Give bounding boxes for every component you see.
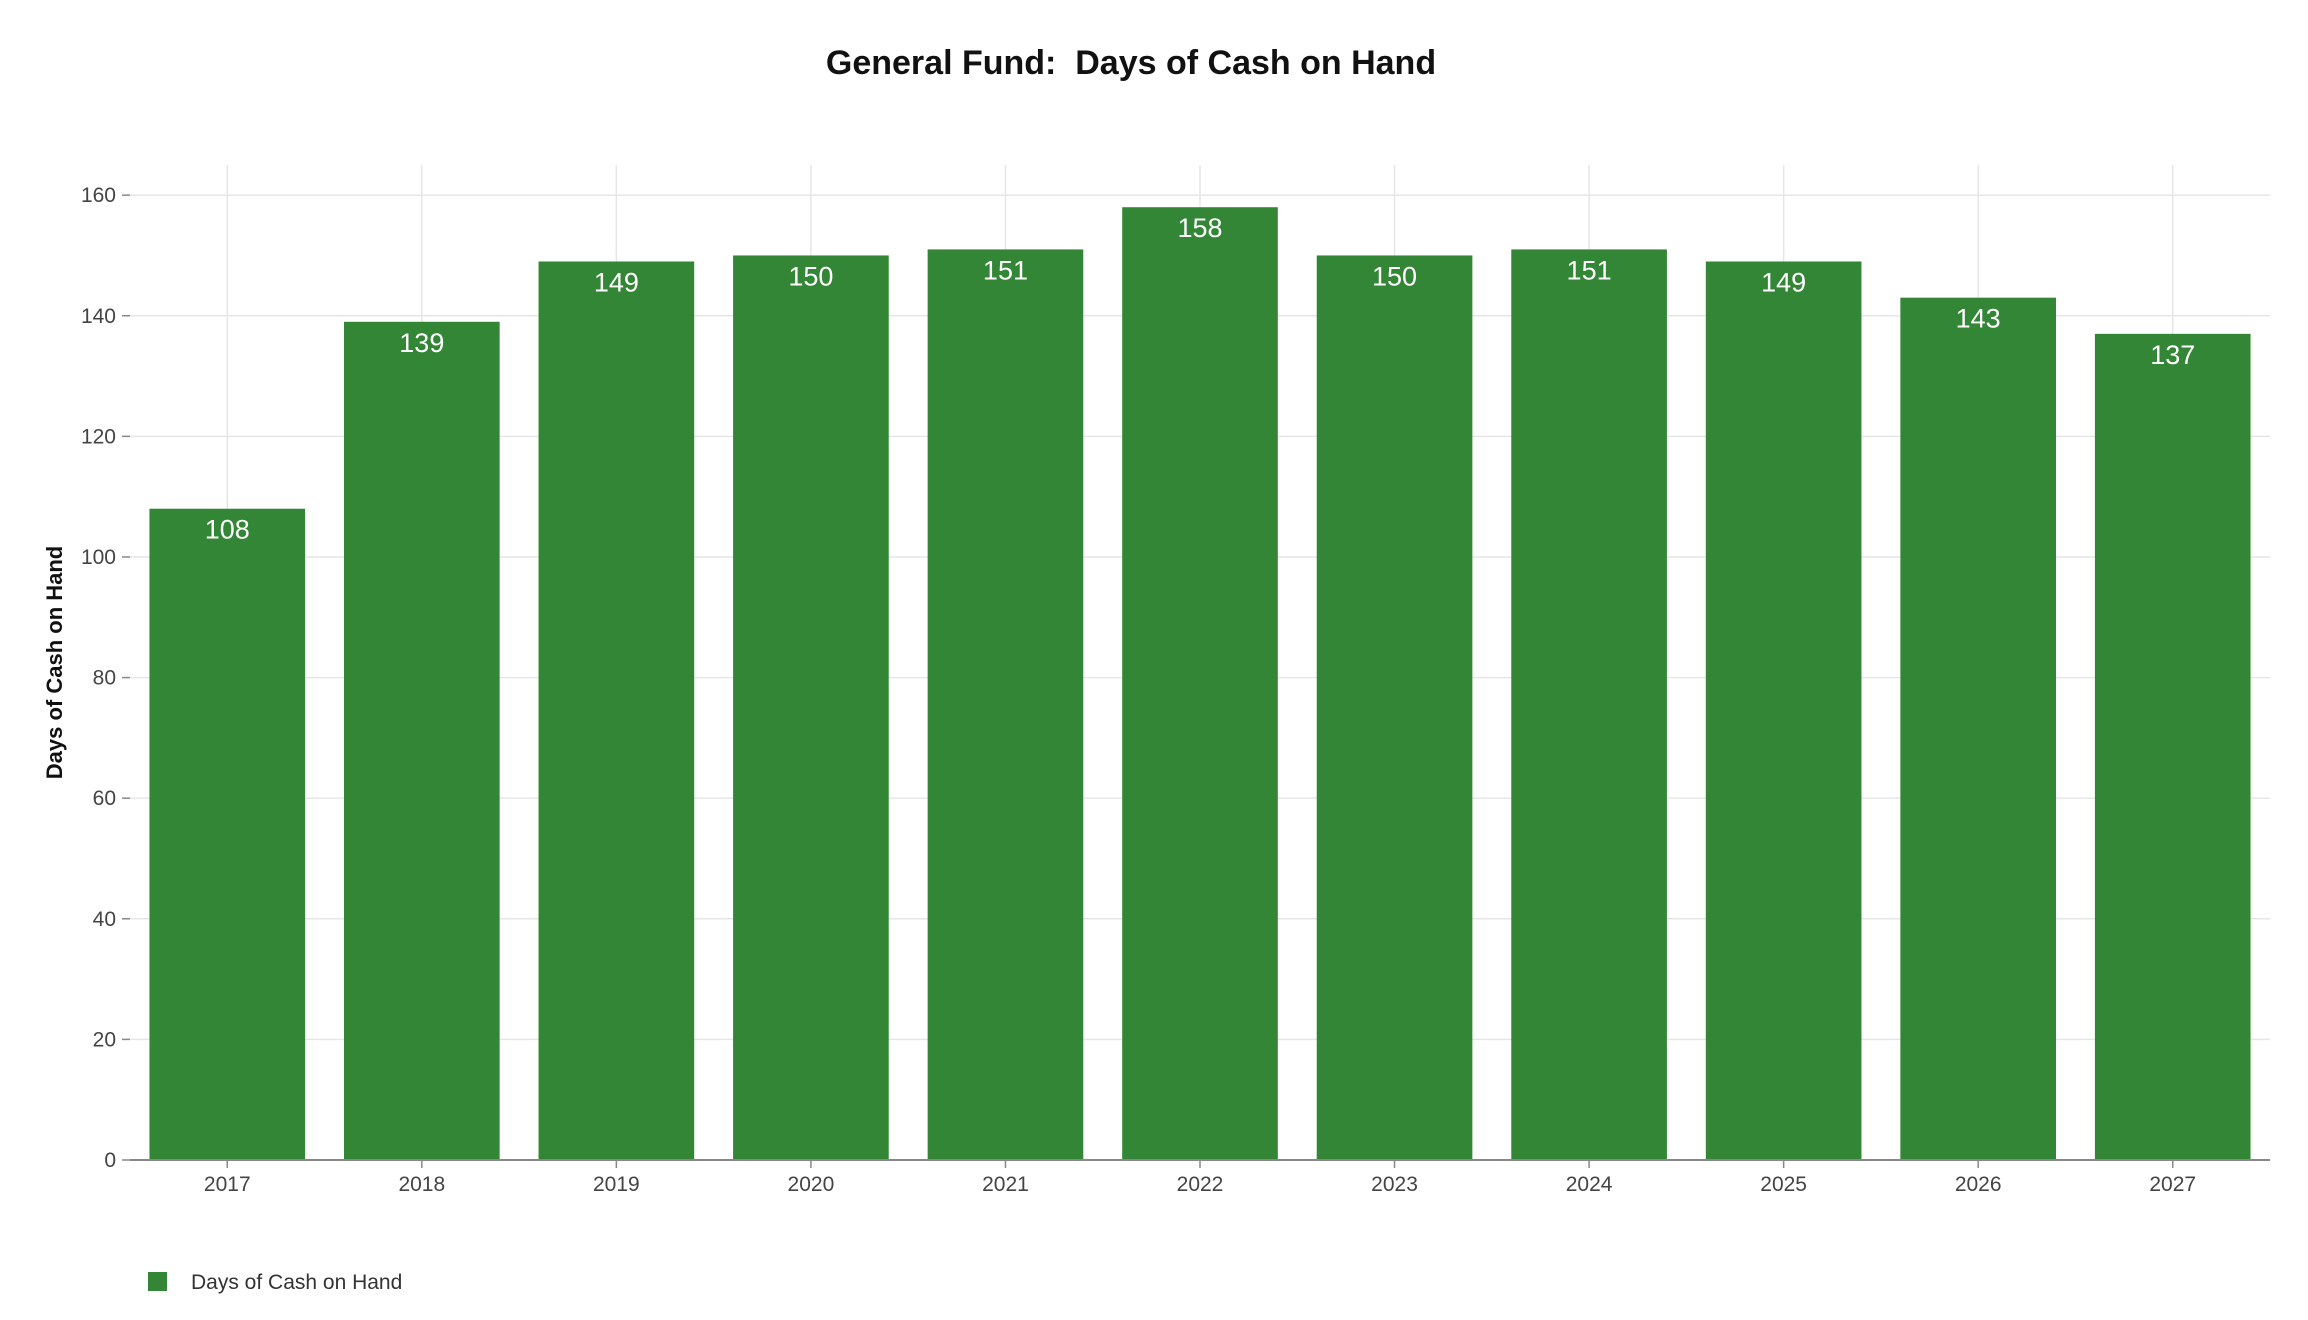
x-tick-label: 2027: [2149, 1173, 2196, 1196]
bar-2024: [1511, 249, 1667, 1160]
bar-value-label: 108: [205, 515, 250, 545]
x-tick-label: 2017: [204, 1173, 251, 1196]
x-tick-label: 2019: [593, 1173, 640, 1196]
bar-value-label: 151: [983, 255, 1028, 285]
x-tick-label: 2021: [982, 1173, 1029, 1196]
bar-value-label: 149: [594, 267, 639, 297]
y-tick-label: 160: [81, 184, 116, 207]
legend: Days of Cash on Hand: [148, 1271, 402, 1294]
bar-2026: [1900, 297, 2056, 1161]
y-tick-label: 80: [93, 667, 116, 690]
x-tick-label: 2022: [1177, 1173, 1224, 1196]
bar-2021: [927, 249, 1084, 1160]
bar-2023: [1316, 255, 1473, 1161]
bar-2022: [1122, 207, 1278, 1160]
y-tick-label: 20: [93, 1028, 116, 1051]
x-tick-label: 2020: [788, 1173, 835, 1196]
bar-value-label: 150: [1372, 261, 1417, 291]
y-tick-label: 60: [93, 787, 116, 810]
bar-value-label: 137: [2150, 340, 2195, 370]
bar-value-label: 158: [1177, 213, 1222, 243]
x-tick-label: 2018: [398, 1173, 445, 1196]
bar-value-label: 149: [1761, 267, 1806, 297]
y-tick-label: 140: [81, 305, 116, 328]
bar-2025: [1705, 261, 1862, 1160]
x-tick-label: 2023: [1371, 1173, 1418, 1196]
bar-2020: [733, 255, 889, 1161]
y-tick-label: 0: [104, 1149, 116, 1172]
x-tick-label: 2025: [1760, 1173, 1807, 1196]
y-tick-label: 120: [81, 425, 116, 448]
x-tick-label: 2024: [1566, 1173, 1613, 1196]
bar-value-label: 151: [1567, 255, 1612, 285]
bar-2027: [2094, 333, 2251, 1160]
bar-value-label: 139: [399, 328, 444, 358]
y-tick-label: 100: [81, 546, 116, 569]
legend-swatch: [148, 1272, 167, 1291]
y-tick-label: 40: [93, 908, 116, 931]
bars: [149, 207, 2251, 1161]
y-axis-ticks: 0 20 40 60 80 100 120 140 160: [81, 184, 130, 1172]
x-tick-label: 2026: [1955, 1173, 2002, 1196]
y-axis-title: Days of Cash on Hand: [42, 546, 67, 779]
bar-value-label: 143: [1956, 304, 2001, 334]
x-axis-ticks: 2017 2018 2019 2020 2021 2022 2023 2024 2025 2026…: [204, 1160, 2196, 1196]
bar-2017: [149, 508, 306, 1160]
bar-value-label: 150: [788, 261, 833, 291]
legend-label: Days of Cash on Hand: [191, 1271, 402, 1294]
bar-2019: [538, 261, 695, 1160]
bar-value-labels: 108 139 149 150 151 158 150 151 149 143 137: [205, 213, 2196, 545]
bar-2018: [344, 321, 500, 1161]
chart-title: General Fund: Days of Cash on Hand: [825, 44, 1437, 82]
